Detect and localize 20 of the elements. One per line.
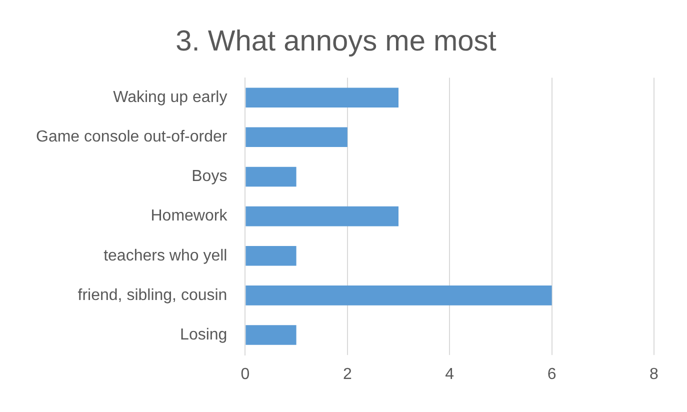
bar [246, 127, 348, 148]
x-tick-label: 0 [240, 366, 250, 383]
bar [246, 286, 552, 306]
y-tick-label: friend, sibling, cousin [78, 286, 228, 304]
chart-title: 3. What annoys me most [176, 25, 496, 58]
bar [246, 166, 296, 187]
bar [246, 206, 398, 226]
x-tick-label: 4 [445, 366, 454, 383]
y-tick-label: teachers who yell [104, 247, 228, 264]
y-tick-label: Waking up early [113, 88, 228, 106]
y-tick-label: Boys [192, 168, 228, 186]
bar [246, 325, 296, 345]
y-tick-label: Homework [150, 208, 228, 225]
x-tick-label: 2 [342, 366, 352, 383]
y-tick-label: Game console out-of-order [36, 128, 228, 146]
bar [246, 246, 296, 266]
x-tick-label: 6 [547, 366, 556, 383]
bar [246, 88, 398, 108]
y-tick-label: Losing [180, 326, 228, 344]
x-tick-label: 8 [650, 366, 659, 383]
